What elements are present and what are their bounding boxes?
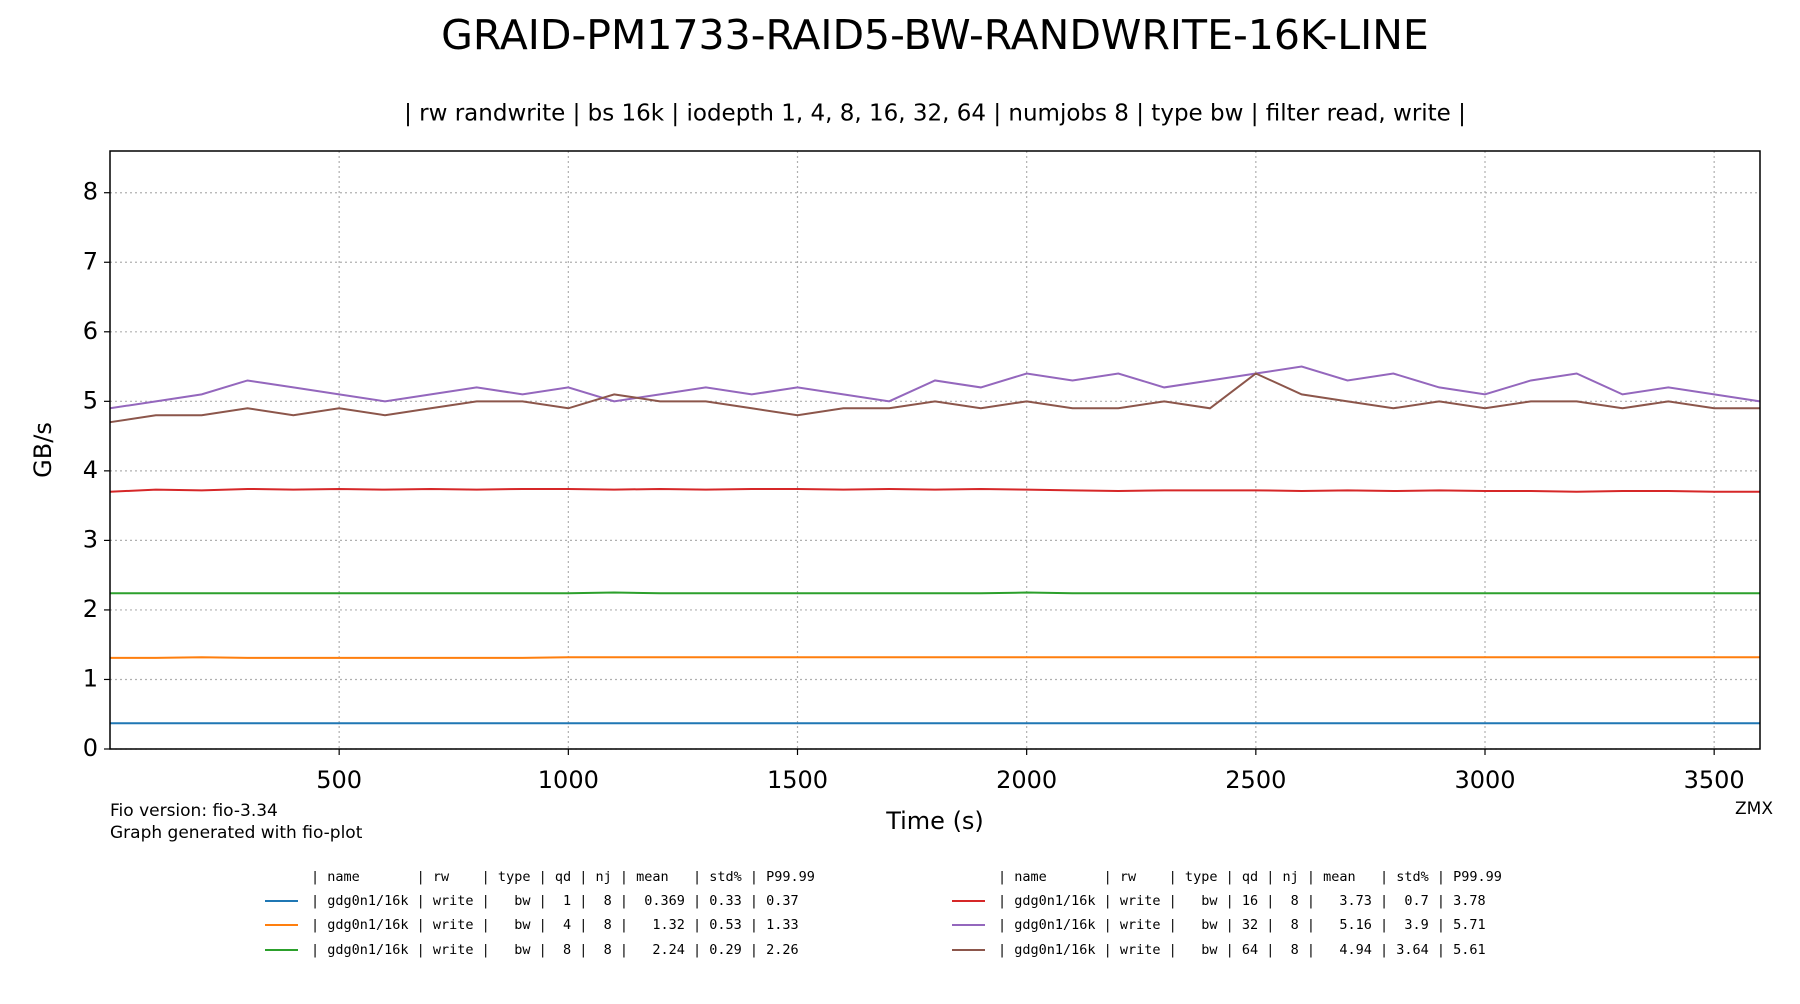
x-tick-label: 500 [316, 766, 362, 794]
x-tick-label: 2500 [1225, 766, 1286, 794]
x-axis-label: Time (s) [885, 807, 984, 835]
y-axis-label: GB/s [29, 422, 57, 478]
series-line [110, 656, 1760, 659]
x-tick-label: 3000 [1454, 766, 1515, 794]
y-tick-label: 4 [83, 456, 98, 484]
legend-label: | gdg0n1/16k | write | bw | 4 | 8 | 1.32… [311, 917, 799, 933]
legend-label: | gdg0n1/16k | write | bw | 32 | 8 | 5.1… [998, 917, 1486, 933]
legend-header: | name | rw | type | qd | nj | mean | st… [998, 869, 1502, 885]
chart-title: GRAID-PM1733-RAID5-BW-RANDWRITE-16K-LINE [441, 11, 1429, 59]
y-tick-label: 0 [83, 734, 98, 762]
y-tick-label: 2 [83, 595, 98, 623]
series-line [109, 487, 1760, 493]
series-line [109, 372, 1760, 424]
y-tick-label: 3 [83, 525, 98, 553]
x-tick-label: 1500 [767, 766, 828, 794]
legend-label: | gdg0n1/16k | write | bw | 64 | 8 | 4.9… [998, 942, 1486, 958]
series-line [109, 365, 1761, 410]
x-tick-label: 3500 [1684, 766, 1745, 794]
series-line [110, 591, 1760, 595]
footnote: Graph generated with fio-plot [110, 823, 363, 843]
x-tick-label: 1000 [538, 766, 599, 794]
y-tick-label: 7 [83, 247, 98, 275]
footnote: Fio version: fio-3.34 [110, 801, 278, 821]
legend-label: | gdg0n1/16k | write | bw | 8 | 8 | 2.24… [311, 942, 799, 958]
y-tick-label: 1 [83, 664, 98, 692]
y-tick-label: 5 [83, 386, 98, 414]
legend-header: | name | rw | type | qd | nj | mean | st… [311, 869, 815, 885]
y-tick-label: 6 [83, 317, 98, 345]
y-tick-label: 8 [83, 178, 98, 206]
legend-label: | gdg0n1/16k | write | bw | 1 | 8 | 0.36… [311, 893, 799, 909]
x-tick-label: 2000 [996, 766, 1057, 794]
chart-subtitle: | rw randwrite | bs 16k | iodepth 1, 4, … [404, 101, 1466, 127]
corner-note: ZMX [1735, 799, 1773, 819]
legend-label: | gdg0n1/16k | write | bw | 16 | 8 | 3.7… [998, 893, 1486, 909]
plot-frame [109, 150, 1761, 750]
